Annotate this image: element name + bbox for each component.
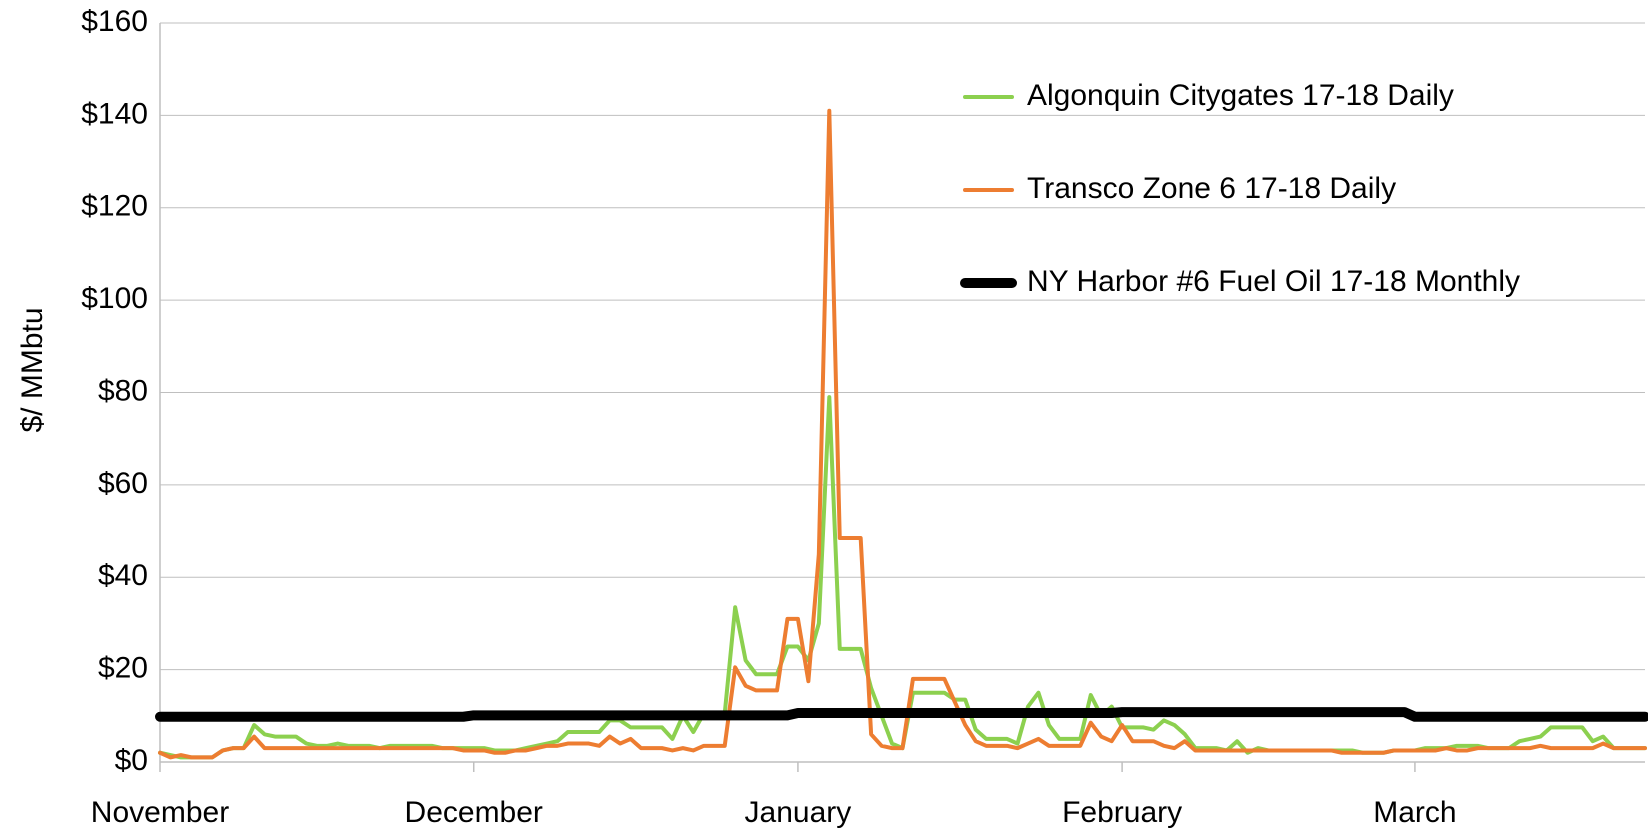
y-axis-label: $/ MMbtu (16, 307, 49, 432)
series-line (155, 707, 1648, 722)
series-line (158, 108, 1647, 760)
legend-label: NY Harbor #6 Fuel Oil 17-18 Monthly (1027, 265, 1520, 298)
y-tick-label: $160 (81, 5, 148, 38)
y-tick-label: $100 (81, 282, 148, 315)
y-tick-label: $60 (98, 467, 148, 500)
y-tick-label: $40 (98, 559, 148, 592)
x-tick-label: November (91, 796, 229, 829)
y-tick-label: $0 (115, 744, 148, 777)
y-tick-label: $120 (81, 190, 148, 223)
y-tick-label: $140 (81, 97, 148, 130)
y-tick-label: $80 (98, 374, 148, 407)
legend-label: Algonquin Citygates 17-18 Daily (1027, 79, 1454, 112)
x-tick-label: January (745, 796, 852, 829)
x-tick-label: December (405, 796, 543, 829)
x-tick-label: March (1373, 796, 1456, 829)
legend-label: Transco Zone 6 17-18 Daily (1027, 172, 1396, 205)
y-tick-label: $20 (98, 652, 148, 685)
x-tick-label: February (1062, 796, 1182, 829)
